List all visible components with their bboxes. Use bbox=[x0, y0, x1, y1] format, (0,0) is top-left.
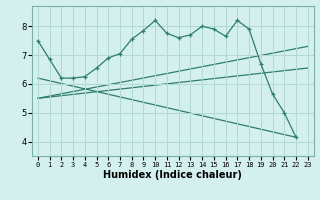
X-axis label: Humidex (Indice chaleur): Humidex (Indice chaleur) bbox=[103, 170, 242, 180]
